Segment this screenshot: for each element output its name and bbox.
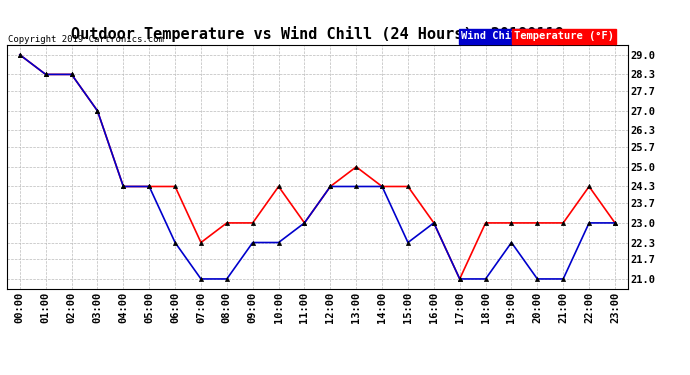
Text: Temperature (°F): Temperature (°F) — [514, 32, 614, 42]
Text: Copyright 2019 Cartronics.com: Copyright 2019 Cartronics.com — [8, 35, 164, 44]
Text: Wind Chill (°F): Wind Chill (°F) — [461, 32, 555, 42]
Title: Outdoor Temperature vs Wind Chill (24 Hours)  20190118: Outdoor Temperature vs Wind Chill (24 Ho… — [71, 27, 564, 42]
